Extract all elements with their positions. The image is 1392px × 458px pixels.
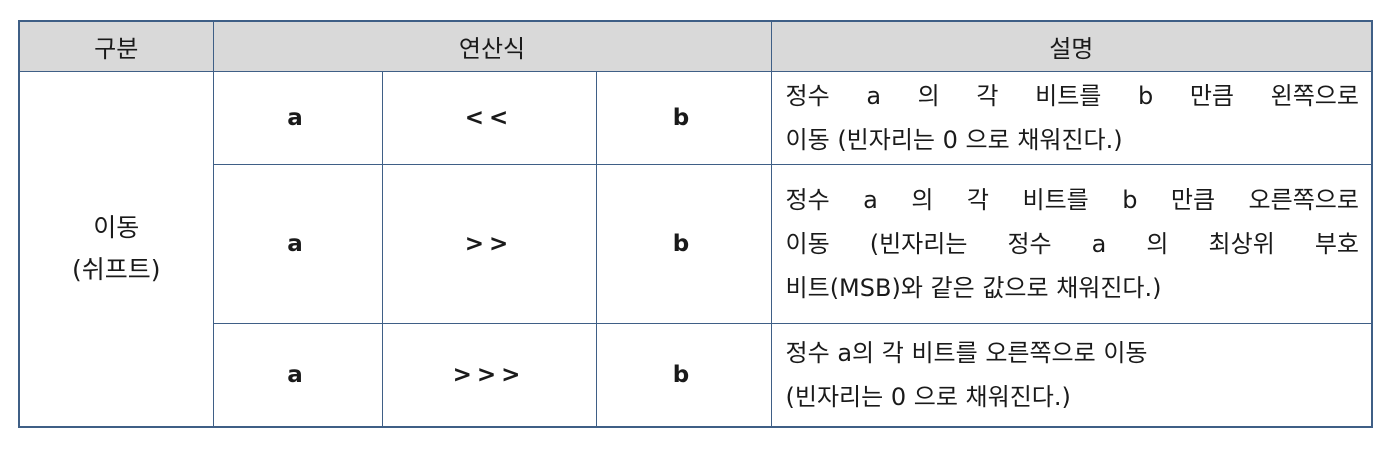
description-word: 의 bbox=[917, 82, 940, 110]
description-cell: 정수 a의 각 비트를 오른쪽으로 이동 (빈자리는 0 으로 채워진다.) bbox=[770, 323, 1373, 427]
description-word: 만큼 bbox=[1189, 82, 1235, 110]
description-word: 의 bbox=[911, 186, 934, 214]
right-operand: b bbox=[595, 323, 772, 427]
description-cell: 정수 a 의 각 비트를 b 만큼 왼쪽으로 이동 (빈자리는 0 으로 채워진다.) bbox=[770, 71, 1373, 165]
description-word: 이동 bbox=[785, 230, 830, 258]
right-operand: b bbox=[595, 71, 772, 165]
operator: >>> bbox=[381, 323, 597, 427]
description-word: b bbox=[1137, 82, 1154, 110]
description-word: 만큼 bbox=[1170, 186, 1216, 214]
shift-operators-table: 구분 연산식 설명 이동 (쉬프트) a << b 정수 a 의 각 비트를 b 만큼 왼쪽으… bbox=[18, 20, 1374, 428]
right-operand: b bbox=[595, 164, 772, 324]
description-word: a bbox=[866, 82, 882, 110]
header-expression: 연산식 bbox=[212, 20, 772, 72]
description-line: 이동 (빈자리는 0 으로 채워진다.) bbox=[785, 126, 1123, 154]
table-row: 이동 (쉬프트) a << b 정수 a 의 각 비트를 b 만큼 왼쪽으로 이동 (빈자리는… bbox=[18, 71, 1373, 427]
header-category: 구분 bbox=[18, 20, 214, 72]
left-operand: a bbox=[212, 71, 383, 165]
description-word: b bbox=[1122, 186, 1138, 214]
description-word: a bbox=[863, 186, 878, 214]
operator: >> bbox=[381, 164, 597, 324]
description-word: 정수 bbox=[1007, 230, 1052, 258]
description-word: 비트를 bbox=[1022, 186, 1089, 214]
description-word: 최상위 bbox=[1208, 230, 1275, 258]
category-label: 이동 bbox=[93, 212, 140, 242]
table-container: 구분 연산식 설명 이동 (쉬프트) a << b 정수 a 의 각 비트를 b 만큼 왼쪽으… bbox=[18, 20, 1374, 428]
description-word: 각 bbox=[976, 82, 999, 110]
table-row: a >>> b 정수 a의 각 비트를 오른쪽으로 이동 (빈자리는 0 으로 … bbox=[19, 323, 1373, 427]
description-line: 정수 a 의 각 비트를 b 만큼 오른쪽으로 bbox=[786, 178, 1360, 222]
description-cell: 정수 a 의 각 비트를 b 만큼 오른쪽으로 이동 (빈자리는 정수 a 의 최상위 부호 비트(MSB… bbox=[770, 164, 1373, 324]
description-word: 각 bbox=[966, 186, 990, 214]
description-line: 이동 (빈자리는 정수 a 의 최상위 부호 bbox=[786, 222, 1360, 266]
description-line: 비트(MSB)와 같은 값으로 채워진다.) bbox=[785, 274, 1162, 302]
description-word: a bbox=[1091, 230, 1107, 258]
description-line: 정수 a의 각 비트를 오른쪽으로 이동 bbox=[785, 338, 1148, 367]
description-word: 오른쪽으로 bbox=[1248, 186, 1359, 214]
category-cell: 이동 (쉬프트) bbox=[18, 71, 214, 427]
description-word: 비트를 bbox=[1035, 82, 1102, 110]
header-row: 구분 연산식 설명 bbox=[18, 20, 1373, 72]
header-description: 설명 bbox=[770, 20, 1373, 72]
description-word: 정수 bbox=[785, 82, 830, 110]
left-operand: a bbox=[212, 164, 383, 324]
table-row: a >> b 정수 a 의 각 비트를 b 만큼 오른쪽으로 이동 (빈자리는 정수 a 의 최상위 부호… bbox=[19, 164, 1373, 324]
description-word: 의 bbox=[1146, 230, 1169, 258]
description-word: 정수 bbox=[785, 186, 830, 214]
operator: << bbox=[381, 71, 597, 165]
category-sublabel: (쉬프트) bbox=[71, 254, 161, 284]
description-line: 정수 a 의 각 비트를 b 만큼 왼쪽으로 bbox=[786, 74, 1360, 118]
description-line: (빈자리는 0 으로 채워진다.) bbox=[785, 382, 1071, 411]
description-word: 왼쪽으로 bbox=[1270, 82, 1359, 110]
description-word: 부호 bbox=[1314, 230, 1359, 258]
left-operand: a bbox=[212, 323, 383, 427]
description-word: (빈자리는 bbox=[869, 230, 968, 258]
